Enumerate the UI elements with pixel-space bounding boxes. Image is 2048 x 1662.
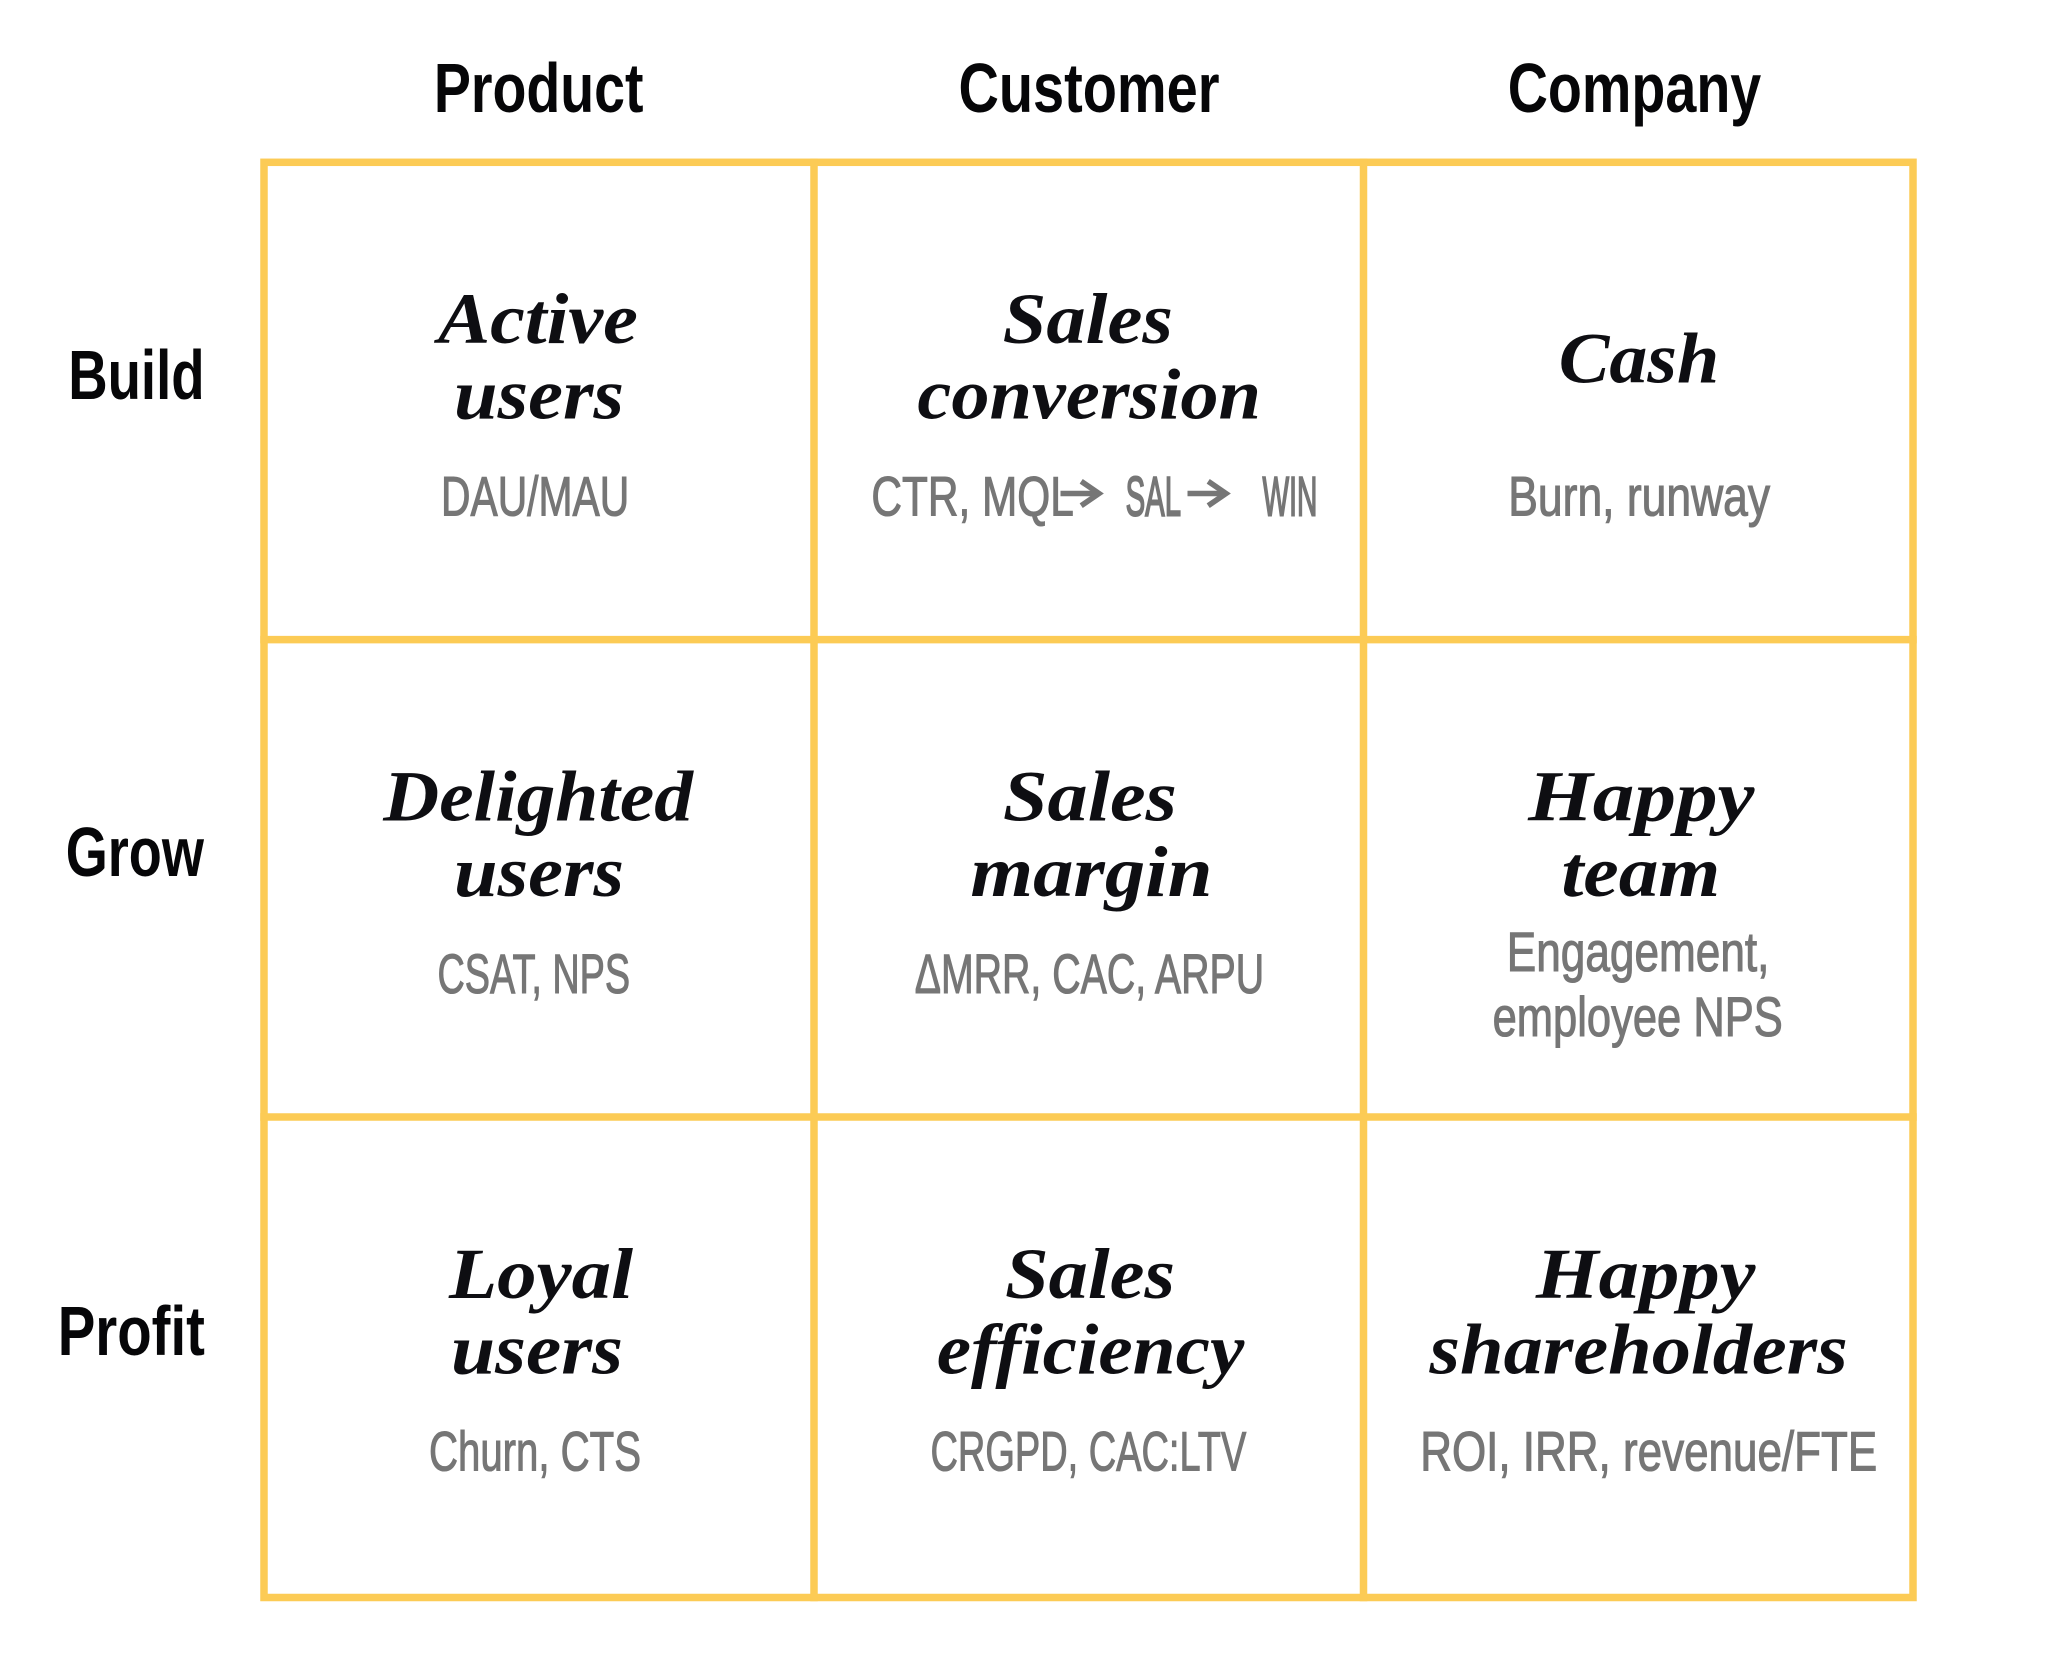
svg-text:CRGPD, CAC:LTV: CRGPD, CAC:LTV [931, 1421, 1247, 1483]
svg-text:Profit: Profit [58, 1292, 205, 1370]
svg-text:margin: margin [970, 831, 1212, 912]
svg-text:Build: Build [68, 336, 204, 414]
svg-text:ROI, IRR, revenue/FTE: ROI, IRR, revenue/FTE [1420, 1421, 1877, 1483]
svg-text:Loyal: Loyal [448, 1233, 634, 1314]
svg-text:CSAT, NPS: CSAT, NPS [438, 943, 631, 1005]
svg-text:Company: Company [1508, 49, 1762, 127]
svg-text:Sales: Sales [1005, 1233, 1175, 1314]
svg-text:shareholders: shareholders [1428, 1309, 1847, 1390]
svg-text:ΔMRR, CAC, ARPU: ΔMRR, CAC, ARPU [915, 943, 1264, 1005]
svg-text:efficiency: efficiency [937, 1309, 1245, 1390]
svg-text:Grow: Grow [66, 813, 205, 891]
svg-text:conversion: conversion [917, 354, 1261, 435]
svg-text:Churn, CTS: Churn, CTS [429, 1421, 641, 1483]
svg-text:users: users [454, 831, 624, 912]
svg-text:Product: Product [434, 49, 644, 127]
svg-text:WIN: WIN [1263, 466, 1318, 528]
svg-text:employee NPS: employee NPS [1493, 986, 1783, 1048]
svg-text:Delighted: Delighted [382, 756, 695, 837]
svg-text:SAL: SAL [1126, 466, 1181, 528]
svg-text:Active: Active [434, 278, 638, 359]
svg-text:users: users [451, 1309, 623, 1390]
svg-text:DAU/MAU: DAU/MAU [441, 466, 629, 528]
svg-text:team: team [1561, 831, 1720, 912]
svg-text:CTR, MQL: CTR, MQL [871, 466, 1074, 528]
svg-text:users: users [454, 354, 624, 435]
svg-text:Happy: Happy [1527, 756, 1755, 837]
svg-text:Sales: Sales [1003, 756, 1177, 837]
svg-text:Engagement,: Engagement, [1507, 921, 1770, 983]
svg-text:Happy: Happy [1535, 1233, 1757, 1314]
svg-text:Burn, runway: Burn, runway [1508, 466, 1770, 528]
svg-text:Cash: Cash [1559, 318, 1720, 399]
svg-text:Sales: Sales [1003, 278, 1173, 359]
svg-text:Customer: Customer [958, 49, 1219, 127]
